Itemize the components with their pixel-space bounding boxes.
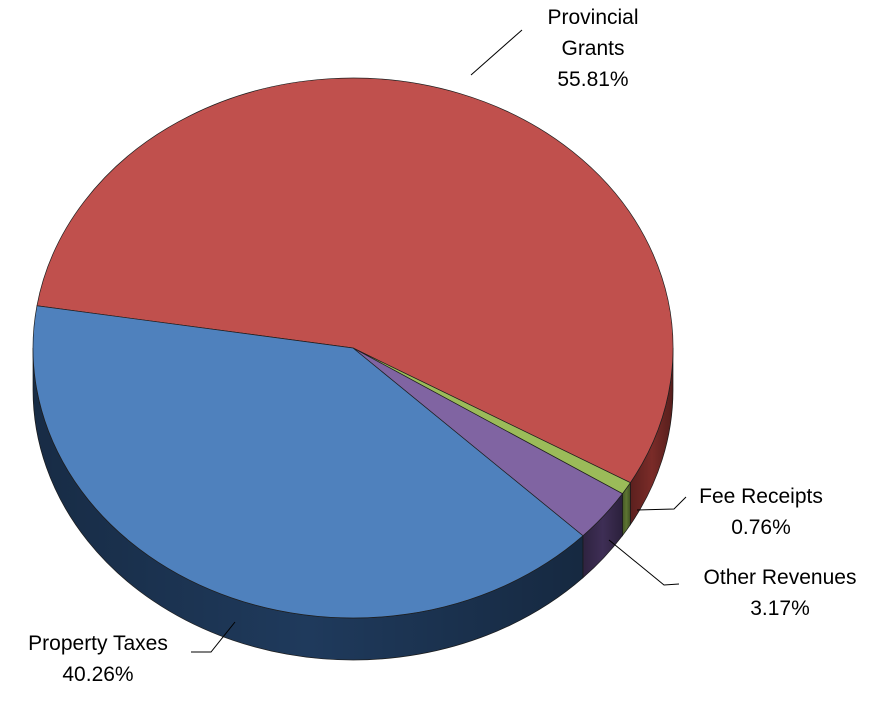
category-label-fee-receipts: Fee Receipts (699, 485, 823, 508)
category-label-property-taxes: Property Taxes (28, 632, 168, 655)
category-label-other-revenues: Other Revenues (704, 566, 857, 589)
value-label-other-revenues: 3.17% (750, 597, 810, 620)
pie-labels: Provincial Grants 55.81% Fee Receipts 0.76% O… (28, 6, 856, 686)
pie-side-shade-other-revenues (582, 493, 623, 578)
pie-side-shade-fee-receipts (622, 482, 631, 536)
leader-line-other-revenues (608, 539, 680, 586)
leader-line-provincial-grants (470, 29, 523, 76)
pie-slice-property-taxes (32, 305, 584, 619)
value-label-fee-receipts: 0.76% (731, 516, 791, 539)
pie-tops (32, 77, 674, 619)
value-label-provincial-grants: 55.81% (557, 68, 628, 91)
category-label-provincial-grants: Provincial (547, 6, 638, 29)
value-label-property-taxes: 40.26% (62, 663, 133, 686)
pie-side-shade-provincial-grants (630, 348, 673, 525)
leader-line-fee-receipts (636, 496, 687, 511)
pie-sides (32, 347, 674, 661)
pie-side-shade-property-taxes (33, 348, 583, 660)
category-label-provincial-grants: Grants (561, 37, 624, 60)
leader-line-property-taxes (191, 621, 236, 653)
pie-slice-provincial-grants (36, 77, 674, 484)
